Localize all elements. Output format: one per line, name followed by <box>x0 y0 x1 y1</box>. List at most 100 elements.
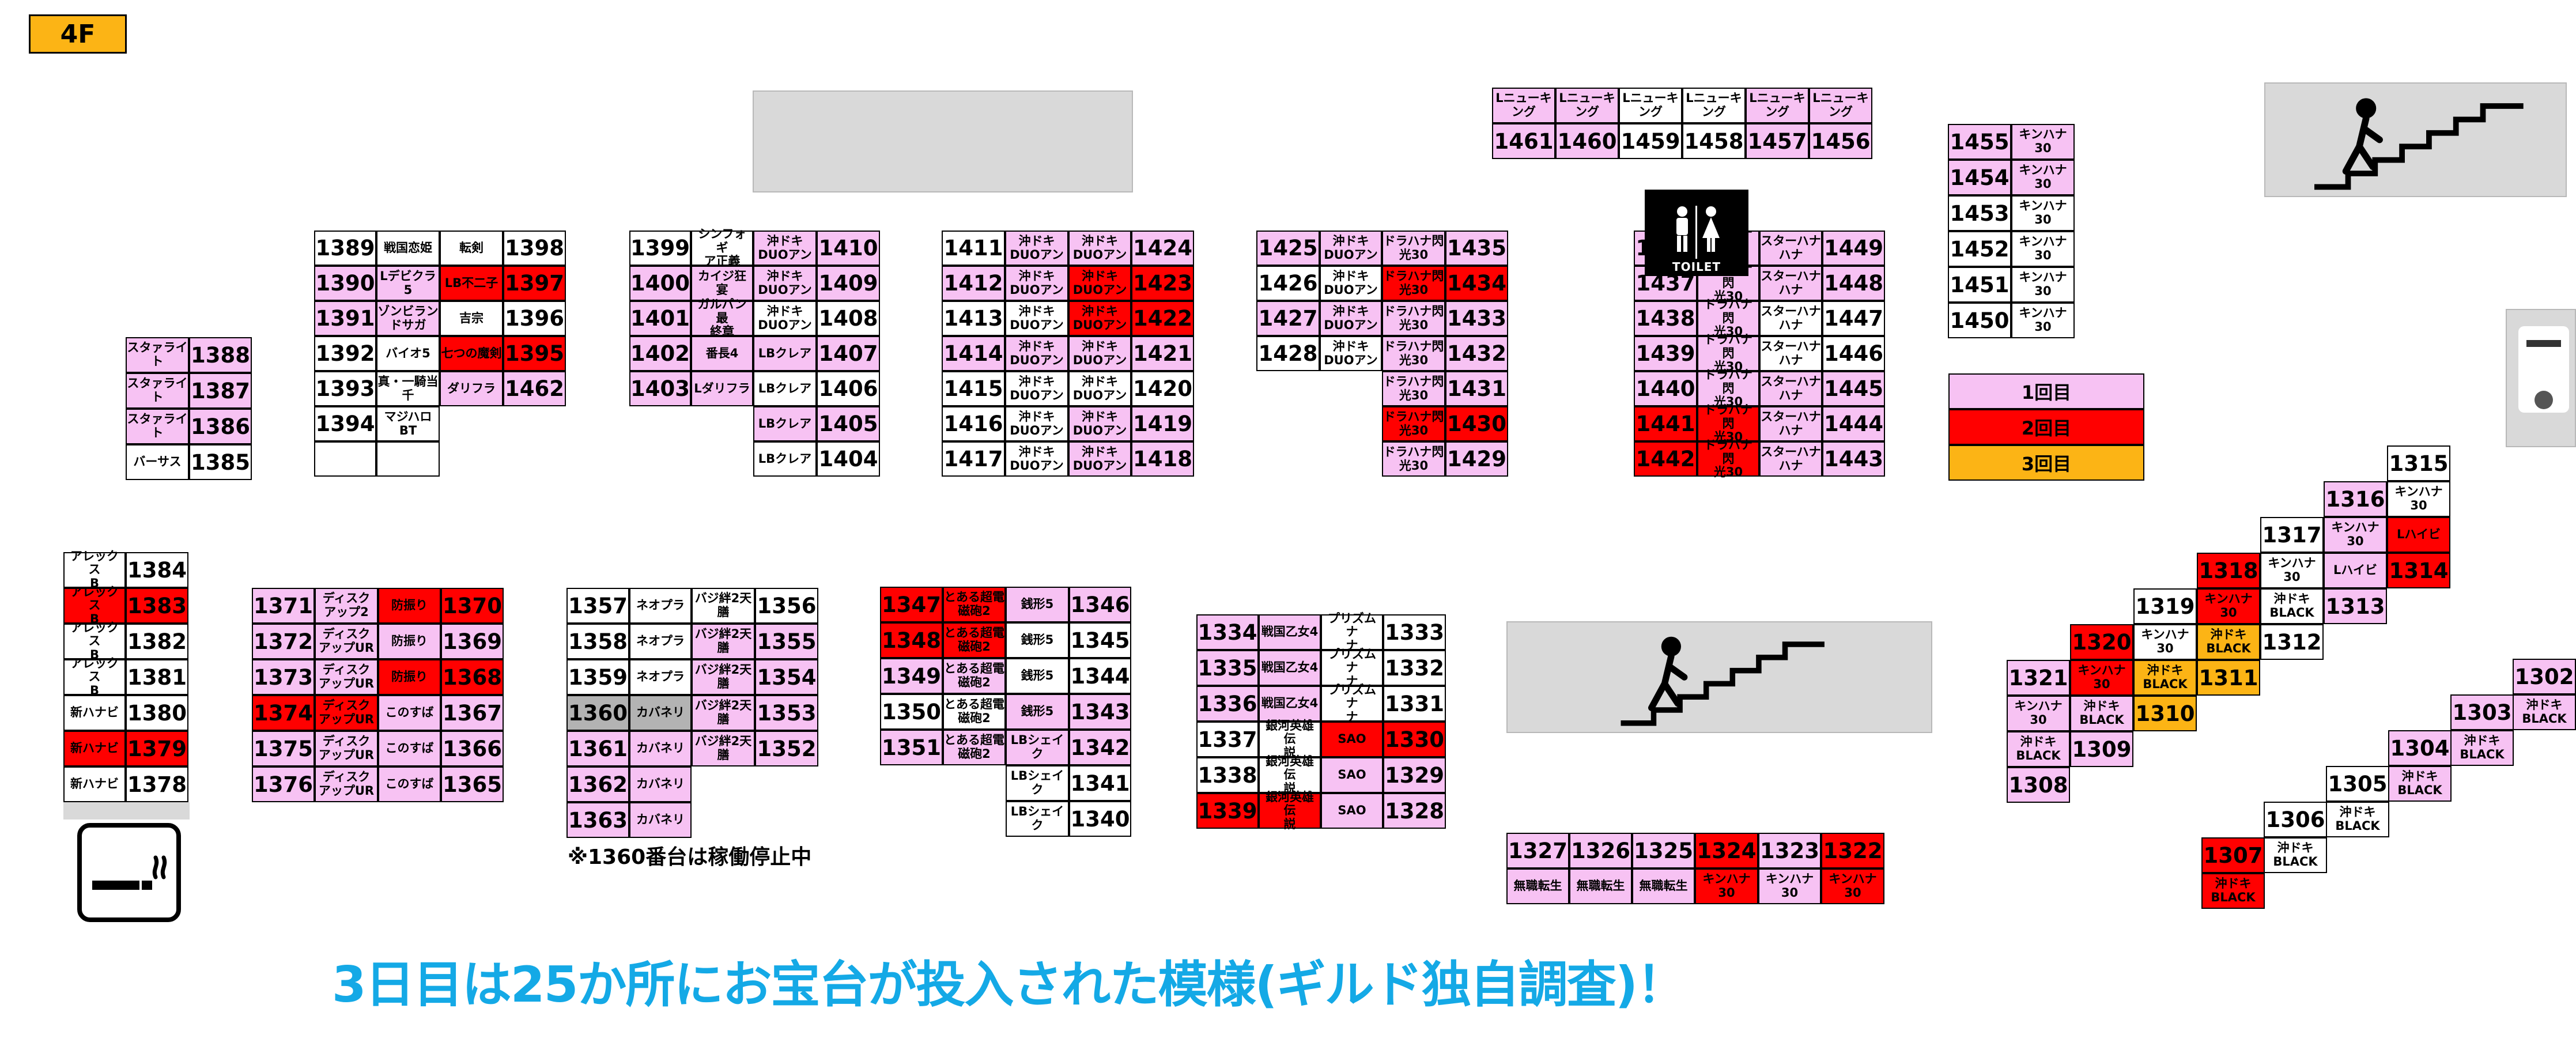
machine-title-cell: LBクレア <box>753 371 817 406</box>
machine-number-cell: 1448 <box>1822 266 1885 301</box>
toilet-area-panel: TOILET <box>753 90 1748 276</box>
machine-number-cell: 1332 <box>1383 650 1446 686</box>
machine-title-cell: Lニューキ ング <box>1492 88 1555 123</box>
machine-number-cell: 1409 <box>817 266 880 301</box>
machine-title-cell: 沖ドキ BLACK <box>2260 588 2324 624</box>
machine-title-cell: 銀河英雄伝 説 <box>1259 790 1321 831</box>
machine-number-cell: 1352 <box>755 731 818 766</box>
machine-number-cell: 1458 <box>1682 123 1746 159</box>
machine-number-cell: 1335 <box>1196 650 1259 686</box>
machine-title-cell: スターハナ ハナ <box>1759 301 1822 336</box>
machine-title-cell: 沖ドキ DUOアン <box>1005 441 1068 477</box>
machine-title-cell: バジ絆2天 膳 <box>692 624 755 659</box>
machine-title-cell: とある超電 磁砲2 <box>943 658 1006 694</box>
machine-title-cell: 沖ドキ DUOアン <box>1005 336 1068 371</box>
machine-title-cell: 沖ドキ BLACK <box>2326 802 2389 837</box>
machine-number-cell: 1333 <box>1383 614 1446 650</box>
machine-title-cell: 沖ドキ DUOアン <box>1320 231 1382 266</box>
machine-number-cell: 1412 <box>942 266 1005 301</box>
machine-number-cell: 1401 <box>629 301 691 336</box>
machine-title-cell: カバネリ <box>629 731 692 766</box>
machine-number-cell: 1396 <box>503 301 566 336</box>
machine-title-cell: スターハナ ハナ <box>1759 441 1822 477</box>
machine-title-cell: ディスク アップ2 <box>315 588 378 624</box>
banner-text: 3日目は25か所にお宝台が投入された模様(ギルド独自調査)！ <box>331 956 1686 1014</box>
machine-number-cell: 1435 <box>1445 231 1508 266</box>
machine-title-cell: 沖ドキ DUOアン <box>1068 336 1131 371</box>
machine-number-cell: 1426 <box>1256 266 1320 301</box>
machine-number-cell: 1314 <box>2387 553 2450 588</box>
machine-title-cell: カバネリ <box>629 695 692 731</box>
machine-number-cell: 1442 <box>1634 441 1697 477</box>
machine-title-cell: カイジ狂宴 <box>691 266 753 301</box>
machine-number-cell: 1416 <box>942 406 1005 441</box>
machine-title-cell: 沖ドキ DUOアン <box>1320 301 1382 336</box>
legend-item-3: 3回目 <box>1948 445 2144 481</box>
machine-number-cell: 1369 <box>441 624 504 659</box>
machine-title-cell: ネオプラ <box>629 588 692 624</box>
machine-title-cell: 戦国乙女4 <box>1259 650 1321 686</box>
machine-number-cell: 1324 <box>1695 833 1758 868</box>
machine-number-cell: 1438 <box>1634 301 1697 336</box>
machine-number-cell: 1459 <box>1619 123 1682 159</box>
machine-title-cell: ドラハナ閃 光30 <box>1382 336 1445 371</box>
machine-title-cell: シンフォギ ア正義 <box>691 227 753 268</box>
machine-number-cell: 1334 <box>1196 614 1259 650</box>
machine-number-cell: 1381 <box>126 659 188 695</box>
machine-title-cell: とある超電 磁砲2 <box>943 587 1006 622</box>
machine-number-cell: 1355 <box>755 624 818 659</box>
machine-number-cell: 1363 <box>566 802 629 838</box>
machine-number-cell: 1340 <box>1069 801 1131 837</box>
machine-number-cell: 1428 <box>1256 336 1320 371</box>
machine-number-cell: 1415 <box>942 371 1005 406</box>
machine-number-cell: 1349 <box>880 658 943 694</box>
machine-title-cell: とある超電 磁砲2 <box>943 694 1006 730</box>
machine-number-cell: 1323 <box>1758 833 1821 868</box>
machine-number-cell: 1378 <box>126 766 188 802</box>
stairs-area-middle <box>1506 621 1932 733</box>
machine-number-cell: 1421 <box>1131 336 1194 371</box>
machine-title-cell: アレックス B <box>63 656 126 697</box>
machine-title-cell: Lニューキ ング <box>1555 88 1619 123</box>
machine-number-cell: 1325 <box>1632 833 1695 868</box>
machine-title-cell: 沖ドキ DUOアン <box>1005 301 1068 336</box>
machine-number-cell: 1447 <box>1822 301 1885 336</box>
machine-title-cell: 沖ドキ DUOアン <box>1068 231 1131 266</box>
machine-number-cell: 1379 <box>126 731 188 766</box>
machine-title-cell: LBシェイ ク <box>1006 765 1069 801</box>
machine-title-cell: 防振り <box>378 624 441 659</box>
machine-title-cell: 沖ドキ DUOアン <box>1320 266 1382 301</box>
machine-title-cell: キンハナ 30 <box>1695 868 1758 904</box>
machine-title-cell: カバネリ <box>629 766 692 802</box>
machine-title-cell: ガルパン最 終章 <box>691 297 753 338</box>
machine-number-cell: 1362 <box>566 766 629 802</box>
machine-title-cell: 無職転生 <box>1506 868 1569 904</box>
machine-title-cell: プリズムナ ナ <box>1321 611 1383 652</box>
machine-number-cell: 1348 <box>880 622 943 658</box>
machine-number-cell: 1361 <box>566 731 629 766</box>
machine-title-cell: ゾンビラン ドサガ <box>376 301 440 336</box>
machine-number-cell: 1353 <box>755 695 818 731</box>
machine-title-cell: バジ絆2天 膳 <box>692 588 755 624</box>
machine-title-cell: 銭形5 <box>1006 622 1069 658</box>
machine-title-cell: キンハナ 30 <box>2197 588 2260 624</box>
machine-number-cell: 1358 <box>566 624 629 659</box>
machine-icon-panel <box>2506 309 2576 447</box>
machine-title-cell: Lダリフラ <box>691 371 753 406</box>
machine-title-cell: 沖ドキ DUOアン <box>1320 336 1382 371</box>
machine-title-cell: 無職転生 <box>1632 868 1695 904</box>
machine-title-cell: キンハナ 30 <box>2011 124 2075 160</box>
machine-number-cell: 1373 <box>252 659 315 695</box>
machine-title-cell: 銭形5 <box>1006 587 1069 622</box>
machine-title-cell: 銭形5 <box>1006 694 1069 730</box>
machine-title-cell: 沖ドキ DUOアン <box>1068 371 1131 406</box>
machine-number-cell: 1395 <box>503 336 566 371</box>
machine-number-cell: 1371 <box>252 588 315 624</box>
machine-number-cell: 1405 <box>817 406 880 441</box>
machine-number-cell: 1316 <box>2324 481 2387 517</box>
machine-title-cell: ディスク アップUR <box>315 766 378 802</box>
machine-number-cell: 1322 <box>1821 833 1884 868</box>
machine-title-cell: 沖ドキ BLACK <box>2513 694 2576 730</box>
machine-title-cell: キンハナ 30 <box>2324 517 2387 553</box>
machine-number-cell: 1372 <box>252 624 315 659</box>
